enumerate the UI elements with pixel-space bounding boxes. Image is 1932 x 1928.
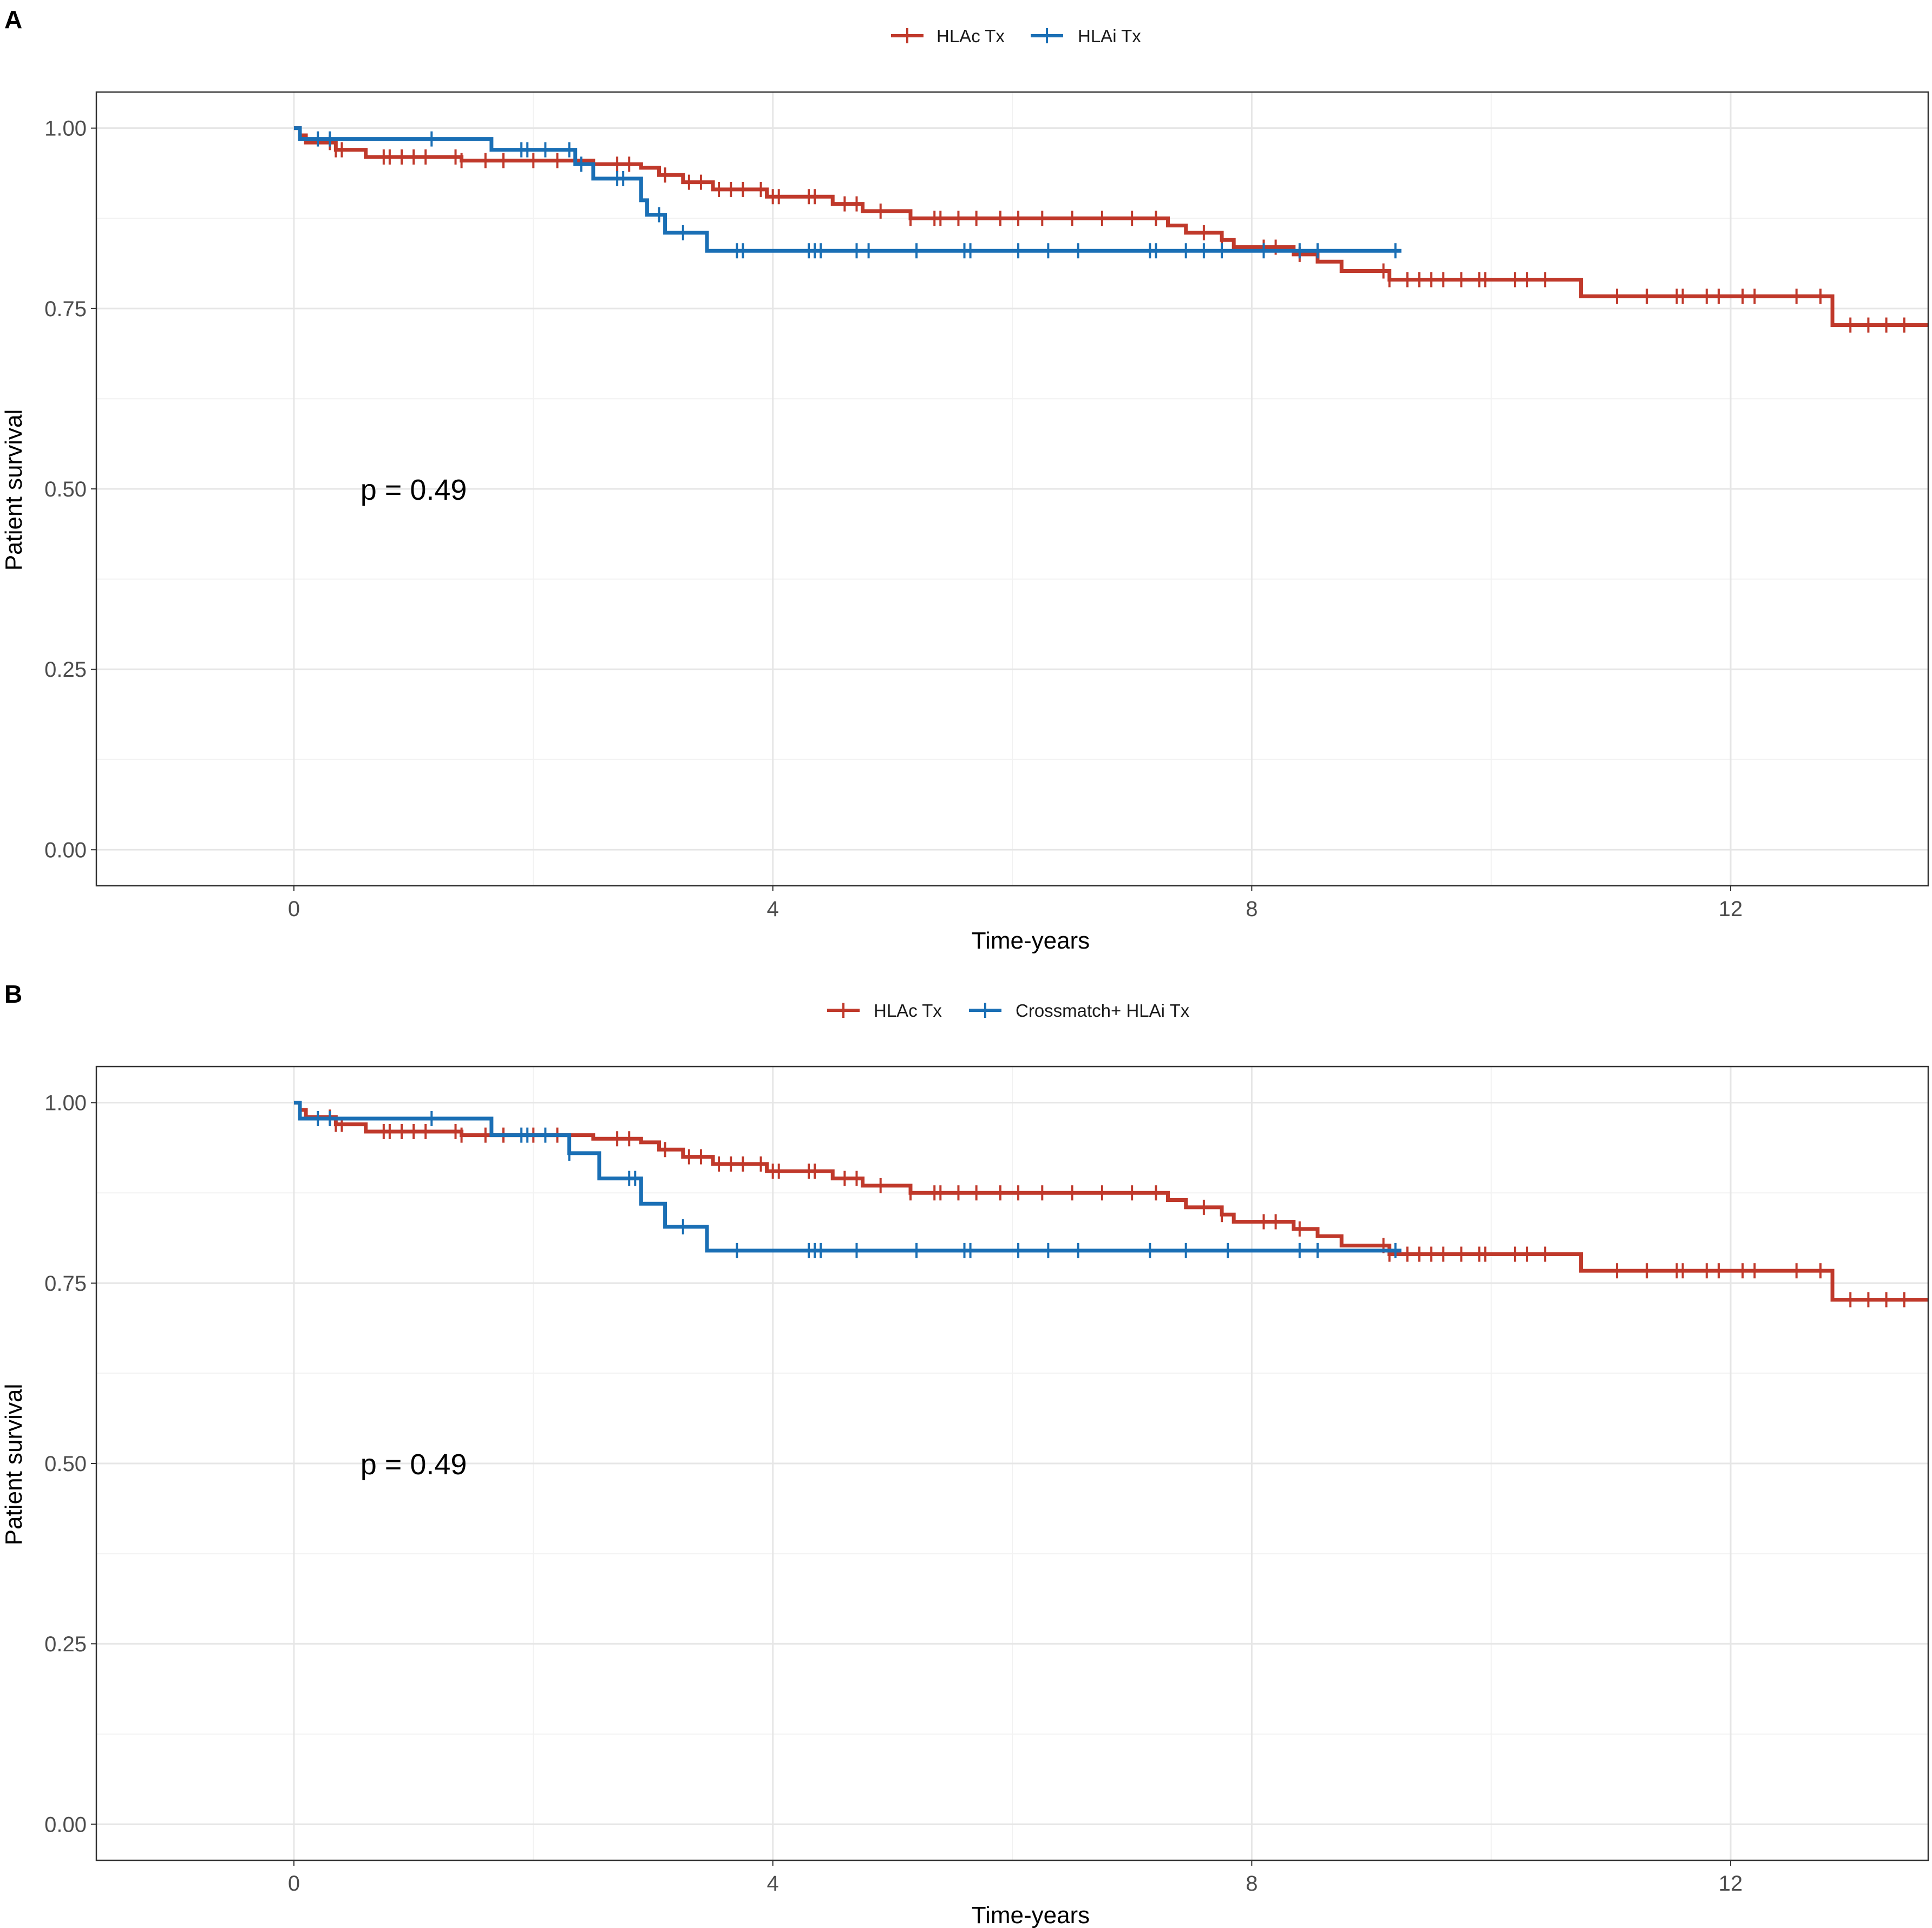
y-tick-label: 0.50 [44,478,87,501]
x-axis-title-a: Time-years [972,927,1090,954]
x-tick-label: 0 [288,897,300,921]
y-tick-label: 0.00 [44,838,87,862]
survival-curve-0 [293,126,1928,327]
plot-border [95,1066,1929,1861]
legend-b-hlac-label: HLAc Tx [874,1001,942,1021]
legend-b-xm-label: Crossmatch+ HLAi Tx [1016,1001,1190,1021]
survival-curve-0 [293,1101,1928,1302]
x-tick-label: 0 [288,1872,300,1896]
y-tick-label: 0.25 [44,1632,87,1656]
y-tick-label: 1.00 [44,117,87,141]
y-tick-label: 0.00 [44,1813,87,1836]
x-tick-label: 4 [767,897,779,921]
y-tick-label: 0.25 [44,658,87,682]
p-value-annotation: p = 0.49 [361,474,467,506]
y-axis-title-b: Patient survival [1,1384,27,1545]
legend-a: HLAc Tx HLAi Tx [891,26,1141,46]
legend-b: HLAc Tx Crossmatch+ HLAi Tx [827,1001,1190,1021]
series-0 [293,126,1928,333]
legend-a-hlai-label: HLAi Tx [1078,26,1141,46]
panel-b: B HLAc Tx Crossmatch+ HLAi Tx 0 4 8 120.000… [1,980,1929,1928]
plot-border [95,91,1929,887]
panel-b-label: B [4,980,22,1008]
panel-a-label: A [4,5,22,34]
panel-a: A HLAc Tx HLAi Tx 0 4 8 12 0.00 0.25 0.50 0.75 1… [1,5,1929,954]
p-value-annotation: p = 0.49 [361,1448,467,1481]
y-tick-label: 0.75 [44,1272,87,1296]
y-tick-label: 0.75 [44,297,87,321]
survival-curve-1 [293,1101,1401,1253]
y-tick-label: 0.50 [44,1452,87,1476]
x-tick-label: 12 [1719,1872,1743,1896]
x-axis-title-b: Time-years [972,1902,1090,1928]
x-tick-label: 12 [1719,897,1743,921]
plot-area-b: 0 4 8 12 0.00 0.25 0.50 0.75 1.00 p = 0.49 [44,1066,1929,1896]
series-1 [293,1101,1401,1258]
y-axis-title-a: Patient survival [1,409,27,571]
plot-area-a: 0 4 8 12 0.00 0.25 0.50 0.75 1.00 p = 0.49 [44,91,1929,921]
x-tick-label: 8 [1246,897,1258,921]
x-tick-label: 8 [1246,1872,1258,1896]
series-1 [293,126,1401,259]
y-tick-label: 1.00 [44,1092,87,1115]
legend-a-hlac-label: HLAc Tx [936,26,1005,46]
x-tick-label: 4 [767,1872,779,1896]
